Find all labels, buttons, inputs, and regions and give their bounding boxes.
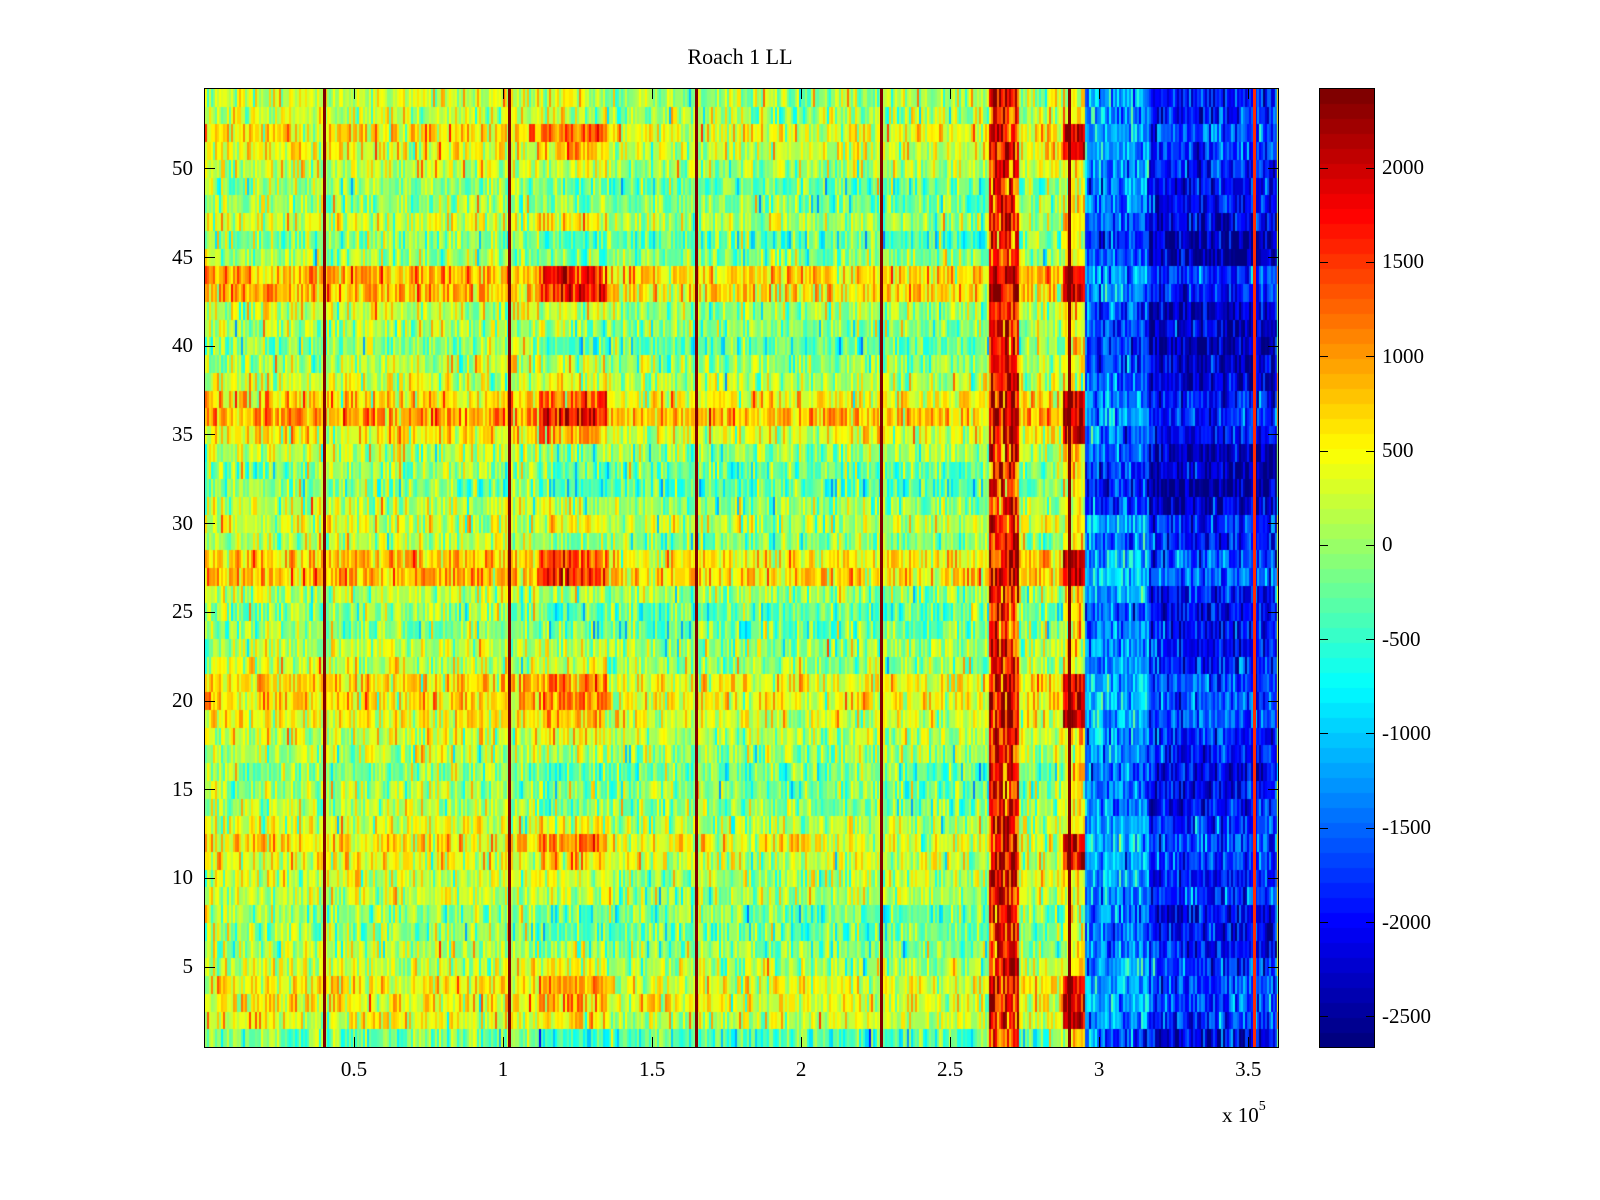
y-tick-right (1268, 700, 1278, 702)
x-tick (502, 1037, 504, 1047)
colorbar-tick-right (1366, 1016, 1374, 1018)
colorbar-tick-label: -1500 (1382, 815, 1431, 840)
colorbar-tick-label: 1500 (1382, 249, 1424, 274)
x-tick-label: 3.5 (1235, 1057, 1262, 1081)
colorbar-tick-right (1366, 922, 1374, 924)
y-tick-label: 20 (172, 688, 193, 713)
x-tick (800, 1037, 802, 1047)
y-tick (205, 700, 215, 702)
y-tick-right (1268, 966, 1278, 968)
x-tick-label: 2.5 (937, 1057, 964, 1081)
x-tick (949, 1037, 951, 1047)
x-tick (651, 1037, 653, 1047)
y-tick-right (1268, 434, 1278, 436)
y-tick-right (1268, 523, 1278, 525)
y-tick-label: 5 (182, 954, 194, 979)
colorbar-tick (1320, 261, 1328, 263)
colorbar-tick (1320, 922, 1328, 924)
colorbar-tick-right (1366, 356, 1374, 358)
colorbar-tick (1320, 1016, 1328, 1018)
y-tick-right (1268, 611, 1278, 613)
x-tick-label: 3 (1093, 1057, 1105, 1081)
colorbar-tick-label: -2000 (1382, 909, 1431, 934)
colorbar-tick-right (1366, 639, 1374, 641)
colorbar-tick-right (1366, 167, 1374, 169)
colorbar-tick (1320, 356, 1328, 358)
x-tick-label: 0.5 (340, 1057, 368, 1081)
y-tick-label: 10 (172, 865, 193, 890)
colorbar-tick-label: 1000 (1382, 343, 1424, 368)
y-tick (205, 345, 215, 347)
colorbar-tick-right (1366, 261, 1374, 263)
x-tick-label: 2 (795, 1057, 807, 1081)
colorbar-tick-right (1366, 544, 1374, 546)
heatmap-plot-area (205, 89, 1278, 1047)
heatmap-cells (205, 89, 1278, 1047)
y-tick-label: 25 (172, 599, 193, 624)
x-tick-label: 1.5 (638, 1057, 666, 1081)
y-tick-right (1268, 168, 1278, 170)
y-tick-right (1268, 345, 1278, 347)
colorbar-tick-right (1366, 733, 1374, 735)
colorbar-tick-label: 500 (1382, 438, 1414, 463)
colorbar-tick (1320, 544, 1328, 546)
x-tick-label: 1 (497, 1057, 509, 1081)
x-tick (1247, 1037, 1249, 1047)
y-tick-label: 45 (172, 244, 193, 269)
y-tick-label: 50 (172, 155, 193, 180)
colorbar-tick-right (1366, 450, 1374, 452)
colorbar-tick (1320, 639, 1328, 641)
x-tick-top (800, 89, 802, 99)
spike-line (695, 89, 699, 1047)
x-tick (353, 1037, 355, 1047)
spike-line (1067, 89, 1071, 1047)
x-exponent-base: x 10 (1222, 1103, 1259, 1127)
y-tick (205, 257, 215, 259)
y-tick-right (1268, 877, 1278, 879)
spike-line (1252, 89, 1256, 1047)
colorbar-tick-label: -2500 (1382, 1003, 1431, 1028)
colorbar-gradient (1320, 89, 1374, 1047)
chart-title: Roach 1 LL (687, 44, 793, 69)
y-tick (205, 168, 215, 170)
x-tick-top (353, 89, 355, 99)
x-tick-top (949, 89, 951, 99)
x-tick-top (651, 89, 653, 99)
y-tick-label: 35 (172, 421, 193, 446)
y-tick-right (1268, 257, 1278, 259)
colorbar-tick-label: 0 (1382, 532, 1393, 557)
colorbar-tick (1320, 827, 1328, 829)
colorbar-tick-label: -1000 (1382, 720, 1431, 745)
colorbar-tick-label: 2000 (1382, 155, 1424, 180)
colorbar-tick (1320, 733, 1328, 735)
x-tick-top (1247, 89, 1249, 99)
x-tick (1098, 1037, 1100, 1047)
colorbar-tick-right (1366, 827, 1374, 829)
colorbar-tick (1320, 167, 1328, 169)
colorbar (1320, 89, 1374, 1047)
y-tick (205, 434, 215, 436)
y-tick-label: 30 (172, 510, 193, 535)
x-tick-top (502, 89, 504, 99)
y-tick-label: 40 (172, 333, 193, 358)
y-tick (205, 789, 215, 791)
y-tick (205, 966, 215, 968)
spike-line (507, 89, 511, 1047)
y-tick (205, 523, 215, 525)
x-axis-exponent: x 105 (1222, 1099, 1266, 1128)
x-tick-top (1098, 89, 1100, 99)
y-tick (205, 611, 215, 613)
colorbar-tick-label: -500 (1382, 626, 1421, 651)
y-tick (205, 877, 215, 879)
spike-line (880, 89, 884, 1047)
y-tick-label: 15 (172, 776, 193, 801)
spike-line (322, 89, 326, 1047)
colorbar-tick (1320, 450, 1328, 452)
x-exponent-power: 5 (1258, 1099, 1266, 1114)
y-tick-right (1268, 789, 1278, 791)
